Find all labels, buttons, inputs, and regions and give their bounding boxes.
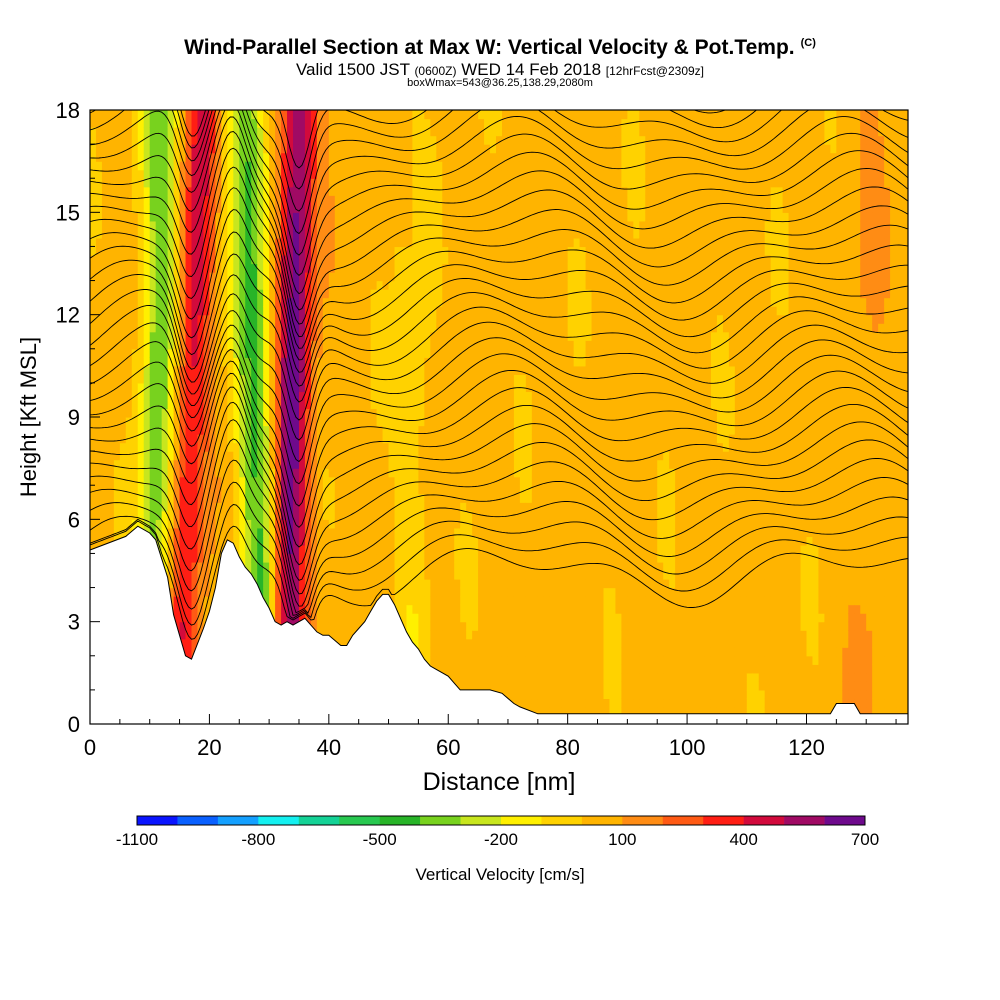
theta-contour-line — [90, 293, 908, 421]
theta-contour-line — [90, 231, 908, 373]
colorbar-swatch — [460, 816, 502, 825]
colorbar-swatch — [784, 816, 825, 825]
colorbar-swatch — [379, 816, 421, 825]
colorbar-tick-label: 400 — [729, 830, 757, 849]
x-tick-label: 20 — [197, 735, 221, 760]
theta-contour-line — [90, 147, 908, 325]
theta-contour-line — [90, 438, 908, 607]
y-tick-label: 6 — [68, 507, 80, 532]
subtitle-mid: WED 14 Feb 2018 — [456, 60, 606, 79]
theta-contour-line — [90, 131, 908, 311]
theta-contour-line — [90, 386, 908, 566]
theta-contour-line — [90, 337, 908, 485]
theta-contour-line — [90, 110, 908, 256]
copyright-mark: (C) — [800, 37, 816, 49]
theta-contour-line — [90, 310, 908, 441]
colorbar-swatch — [662, 816, 704, 825]
x-tick-label: 0 — [84, 735, 96, 760]
subtitle-prefix: Valid 1500 JST — [295, 60, 415, 79]
colorbar-swatch — [581, 816, 623, 825]
theta-contour-line — [90, 116, 908, 295]
colorbar-swatch — [177, 816, 219, 825]
chart-title: Wind-Parallel Section at Max W: Vertical… — [0, 36, 1000, 60]
colorbar-swatch — [137, 816, 178, 825]
colorbar-label: Vertical Velocity [cm/s] — [415, 865, 584, 884]
theta-contour-line — [90, 187, 908, 349]
x-tick-label: 40 — [317, 735, 341, 760]
y-tick-label: 15 — [56, 200, 80, 225]
theta-contour-line — [90, 209, 908, 361]
subtitle-utc: (0600Z) — [414, 64, 457, 78]
y-tick-label: 0 — [68, 712, 80, 737]
x-tick-label: 120 — [788, 735, 825, 760]
theta-contour-line — [90, 504, 908, 626]
colorbar-tick-label: -200 — [484, 830, 518, 849]
theta-contour-line — [90, 349, 908, 507]
y-tick-label: 9 — [68, 405, 80, 430]
title-text: Wind-Parallel Section at Max W: Vertical… — [184, 36, 795, 59]
colorbar-tick-label: -800 — [241, 830, 275, 849]
x-tick-label: 80 — [555, 735, 579, 760]
x-tick-label: 100 — [669, 735, 706, 760]
theta-contour-line — [90, 401, 908, 581]
subtitle-forecast: [12hrFcst@2309z] — [605, 64, 705, 78]
theta-contour-line — [90, 360, 908, 528]
x-tick-label: 60 — [436, 735, 460, 760]
colorbar-swatch — [339, 816, 380, 825]
colorbar-swatch — [541, 816, 583, 825]
theta-contour-line — [90, 110, 908, 235]
theta-contour-line — [90, 324, 908, 463]
terrain-mask — [89, 525, 909, 725]
x-axis-label: Distance [nm] — [423, 768, 576, 796]
y-axis-label: Height [Kft MSL] — [16, 337, 41, 497]
colorbar-swatch — [298, 816, 340, 825]
theta-contour-line — [90, 372, 908, 548]
theta-contour-line — [90, 419, 908, 595]
colorbar-tick-label: -1100 — [116, 830, 158, 849]
colorbar-tick-label: 100 — [608, 830, 636, 849]
theta-contour-line — [90, 166, 908, 338]
chart-subtitle: Valid 1500 JST (0600Z) WED 14 Feb 2018 [… — [0, 60, 1000, 80]
colorbar-swatch — [258, 816, 300, 825]
y-tick-label: 3 — [68, 610, 80, 635]
colorbar-swatch — [824, 816, 866, 825]
potential-temperature-contours — [90, 110, 908, 640]
theta-contour-line — [90, 253, 908, 387]
colorbar-tick-label: 700 — [851, 830, 879, 849]
y-tick-label: 12 — [56, 303, 80, 328]
y-tick-label: 18 — [56, 98, 80, 123]
theta-contour-line — [90, 520, 908, 640]
colorbar-swatch — [217, 816, 259, 825]
theta-contour-line — [90, 110, 908, 276]
axes: 0 20 40 60 80 100 120 0 3 6 9 12 15 18 — [56, 98, 897, 760]
theta-contour-line — [90, 274, 908, 403]
colorbar-swatch — [703, 816, 744, 825]
colorbar-swatch — [622, 816, 664, 825]
colorbar-swatch — [501, 816, 542, 825]
colorbar-swatch — [743, 816, 785, 825]
theta-contour-line — [90, 459, 908, 614]
theta-contour-line — [90, 110, 908, 212]
colorbar-tick-label: -500 — [363, 830, 397, 849]
theta-contour-line — [90, 481, 908, 616]
colorbar: -1100 -800 -500 -200 100 400 700 — [116, 815, 879, 849]
colorbar-swatch — [420, 816, 461, 825]
colorbar-frame — [136, 815, 866, 826]
chart-subtitle-2: boxWmax=543@36.25,138.29,2080m — [407, 77, 593, 89]
